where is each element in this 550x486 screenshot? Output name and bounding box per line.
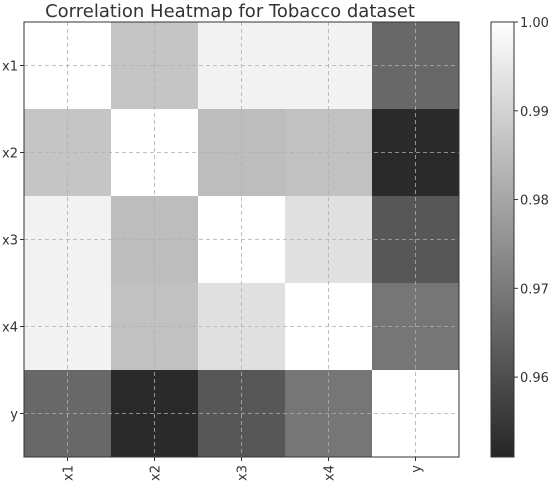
colorbar: 0.96 0.97 0.98 0.99 1.00: [490, 16, 549, 458]
colorbar-tick-label: 1.00: [520, 16, 549, 31]
x-tick-label: x1: [62, 465, 77, 481]
y-tick-label: x4: [2, 321, 18, 336]
y-tick-label: x2: [2, 147, 18, 162]
x-tick-label: x3: [236, 465, 251, 481]
plot-frame: [23, 21, 460, 458]
y-tick-label: x1: [2, 60, 18, 75]
y-tick-label: x3: [2, 234, 18, 249]
y-tick-label: y: [10, 408, 18, 423]
colorbar-gradient: [490, 21, 515, 458]
colorbar-tick-label: 0.99: [520, 105, 549, 120]
colorbar-tick-label: 0.98: [520, 194, 549, 209]
colorbar-tick-label: 0.97: [520, 282, 549, 297]
y-axis-ticks: x1 x2 x3 x4 y: [2, 60, 24, 423]
colorbar-tick-label: 0.96: [520, 371, 549, 386]
x-tick-label: y: [410, 465, 425, 473]
chart-title: Correlation Heatmap for Tobacco dataset: [45, 1, 415, 22]
colorbar-ticks: 0.96 0.97 0.98 0.99 1.00: [514, 16, 549, 386]
grid-lines: [24, 22, 459, 457]
x-axis-ticks: x1 x2 x3 x4 y: [62, 457, 425, 481]
x-tick-label: x4: [323, 465, 338, 481]
x-tick-label: x2: [149, 465, 164, 481]
